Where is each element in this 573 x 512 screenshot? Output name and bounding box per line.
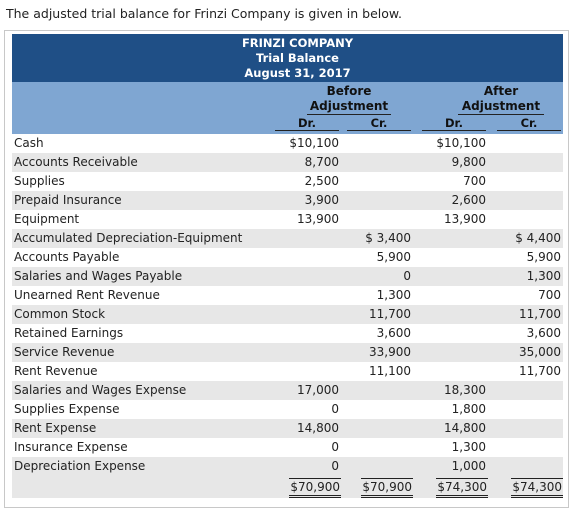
account-name: Cash — [14, 136, 44, 150]
table-row: Salaries and Wages Payable 0 1,300 — [12, 267, 563, 286]
account-name: Accounts Receivable — [14, 155, 138, 169]
account-name: Common Stock — [14, 307, 106, 321]
table-row: Salaries and Wages Expense 17,000 18,300 — [12, 381, 563, 400]
account-name: Supplies — [14, 174, 65, 188]
after-cr-heading: Cr. — [497, 116, 561, 131]
before-cr-value: 1,300 — [376, 288, 411, 302]
trial-balance-table: FRINZI COMPANY Trial Balance August 31, … — [4, 30, 569, 508]
before-cr-value: 11,700 — [369, 307, 411, 321]
after-dr-heading: Dr. — [422, 116, 486, 131]
table-row: Accumulated Depreciation-Equipment $ 3,40… — [12, 229, 563, 248]
after-dr-value: 14,800 — [444, 421, 486, 435]
after-adjustment-heading: After Adjustment — [458, 84, 544, 115]
table-row: Supplies 2,500 700 — [12, 172, 563, 191]
table-body: Cash $10,100 $10,100 Accounts Receivable 8,7… — [12, 134, 563, 498]
account-name: Depreciation Expense — [14, 459, 146, 473]
before-adjustment-heading: Before Adjustment — [307, 84, 391, 115]
table-row: Depreciation Expense 0 1,000 — [12, 457, 563, 476]
after-cr-value: $ 4,400 — [515, 231, 561, 245]
after-dr-value: 700 — [463, 174, 486, 188]
after-cr-value: 1,300 — [526, 269, 561, 283]
table-row: Accounts Payable 5,900 5,900 — [12, 248, 563, 267]
before-dr-total: $70,900 — [289, 478, 341, 498]
after-cr-value: 5,900 — [526, 250, 561, 264]
after-dr-value: 1,300 — [451, 440, 486, 454]
account-name: Accounts Payable — [14, 250, 120, 264]
after-dr-value: 13,900 — [444, 212, 486, 226]
after-dr-value: 1,000 — [451, 459, 486, 473]
account-name: Service Revenue — [14, 345, 115, 359]
table-row: Insurance Expense 0 1,300 — [12, 438, 563, 457]
table-row: Unearned Rent Revenue 1,300 700 — [12, 286, 563, 305]
totals-row: $70,900 $70,900 $74,300 $74,300 — [12, 476, 563, 498]
account-name: Accumulated Depreciation-Equipment — [14, 231, 243, 245]
table-row: Accounts Receivable 8,700 9,800 — [12, 153, 563, 172]
after-cr-total: $74,300 — [511, 478, 563, 498]
before-dr-value: 8,700 — [304, 155, 339, 169]
statement-title: Trial Balance — [256, 51, 339, 65]
account-name: Retained Earnings — [14, 326, 124, 340]
before-dr-value: 17,000 — [297, 383, 339, 397]
before-cr-total: $70,900 — [361, 478, 413, 498]
before-cr-value: 33,900 — [369, 345, 411, 359]
table-row: Rent Revenue 11,100 11,700 — [12, 362, 563, 381]
table-row: Service Revenue 33,900 35,000 — [12, 343, 563, 362]
before-dr-value: 2,500 — [304, 174, 339, 188]
intro-text: The adjusted trial balance for Frinzi Co… — [6, 6, 402, 21]
before-cr-value: 5,900 — [376, 250, 411, 264]
before-dr-value: 0 — [331, 459, 339, 473]
account-name: Supplies Expense — [14, 402, 120, 416]
table-row: Prepaid Insurance 3,900 2,600 — [12, 191, 563, 210]
table-row: Supplies Expense 0 1,800 — [12, 400, 563, 419]
after-cr-value: 11,700 — [519, 307, 561, 321]
before-dr-value: $10,100 — [289, 136, 339, 150]
after-cr-value: 11,700 — [519, 364, 561, 378]
table-row: Retained Earnings 3,600 3,600 — [12, 324, 563, 343]
account-name: Salaries and Wages Payable — [14, 269, 183, 283]
after-cr-value: 700 — [538, 288, 561, 302]
table-row: Equipment 13,900 13,900 — [12, 210, 563, 229]
column-header-band: Before Adjustment After Adjustment Dr. C… — [12, 82, 563, 134]
account-name: Insurance Expense — [14, 440, 128, 454]
before-cr-value: 0 — [403, 269, 411, 283]
before-cr-heading: Cr. — [347, 116, 411, 131]
before-cr-value: 11,100 — [369, 364, 411, 378]
after-dr-value: 9,800 — [451, 155, 486, 169]
table-header: FRINZI COMPANY Trial Balance August 31, … — [12, 34, 563, 82]
after-cr-value: 35,000 — [519, 345, 561, 359]
account-name: Rent Expense — [14, 421, 97, 435]
before-dr-value: 0 — [331, 440, 339, 454]
account-name: Unearned Rent Revenue — [14, 288, 160, 302]
before-dr-value: 13,900 — [297, 212, 339, 226]
account-name: Equipment — [14, 212, 80, 226]
after-dr-total: $74,300 — [436, 478, 488, 498]
after-dr-value: $10,100 — [436, 136, 486, 150]
after-dr-value: 2,600 — [451, 193, 486, 207]
before-dr-value: 3,900 — [304, 193, 339, 207]
after-dr-value: 1,800 — [451, 402, 486, 416]
statement-date: August 31, 2017 — [244, 66, 351, 80]
table-row: Cash $10,100 $10,100 — [12, 134, 563, 153]
before-dr-value: 0 — [331, 402, 339, 416]
table-row: Rent Expense 14,800 14,800 — [12, 419, 563, 438]
after-cr-value: 3,600 — [526, 326, 561, 340]
before-dr-value: 14,800 — [297, 421, 339, 435]
before-cr-value: 3,600 — [376, 326, 411, 340]
before-cr-value: $ 3,400 — [365, 231, 411, 245]
account-name: Prepaid Insurance — [14, 193, 122, 207]
before-dr-heading: Dr. — [275, 116, 339, 131]
account-name: Rent Revenue — [14, 364, 98, 378]
company-name: FRINZI COMPANY — [241, 36, 354, 50]
after-dr-value: 18,300 — [444, 383, 486, 397]
account-name: Salaries and Wages Expense — [14, 383, 187, 397]
table-row: Common Stock 11,700 11,700 — [12, 305, 563, 324]
